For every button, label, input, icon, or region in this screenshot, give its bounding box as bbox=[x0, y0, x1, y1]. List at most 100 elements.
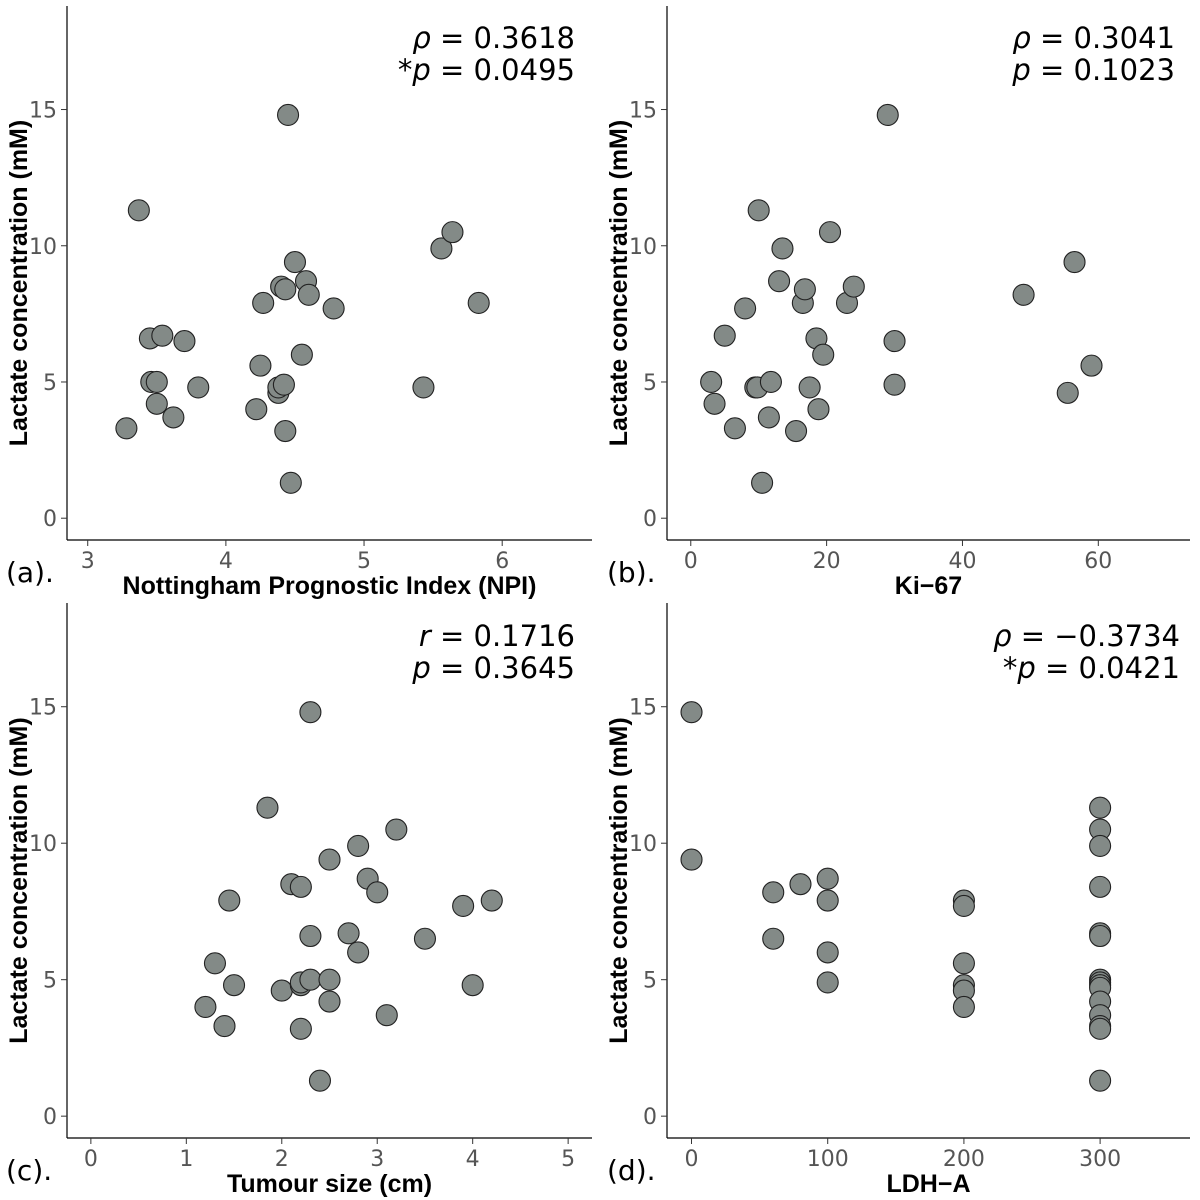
data-point bbox=[318, 848, 341, 871]
data-point bbox=[290, 343, 313, 366]
data-point bbox=[173, 330, 196, 353]
y-tick-label: 0 bbox=[43, 507, 57, 532]
data-point bbox=[385, 818, 408, 841]
x-tick-label: 0 bbox=[84, 1147, 98, 1172]
data-point bbox=[480, 889, 503, 912]
stat-value: = 0.3041 bbox=[1031, 21, 1175, 55]
y-axis-title: Lactate concentration (mM) bbox=[605, 120, 633, 446]
data-point bbox=[816, 941, 839, 964]
y-tick-label: 0 bbox=[643, 507, 657, 532]
data-point bbox=[308, 1069, 332, 1092]
data-point bbox=[842, 275, 865, 298]
data-point bbox=[272, 373, 295, 396]
correlation-stat: ρ = 0.3618 bbox=[412, 21, 575, 55]
data-point bbox=[1012, 283, 1035, 306]
data-point bbox=[412, 376, 435, 399]
y-axis-title: Lactate concentration (mM) bbox=[5, 120, 33, 446]
data-point bbox=[883, 330, 906, 353]
data-point bbox=[127, 199, 150, 222]
data-point bbox=[283, 251, 307, 274]
x-axis-title: Nottingham Prognostic Index (NPI) bbox=[123, 572, 537, 600]
y-tick-label: 5 bbox=[43, 371, 57, 396]
data-point bbox=[798, 376, 821, 399]
correlation-stat: *p = 0.0421 bbox=[1003, 651, 1180, 685]
data-point bbox=[274, 278, 297, 301]
stat-value: = 0.0421 bbox=[1036, 651, 1180, 685]
y-tick-label: 0 bbox=[643, 1105, 657, 1130]
data-point bbox=[318, 990, 341, 1013]
data-point bbox=[467, 291, 490, 315]
data-point bbox=[203, 952, 227, 975]
data-point bbox=[734, 297, 757, 320]
correlation-stat: p = 0.1023 bbox=[1011, 53, 1175, 87]
stat-value: = 0.3645 bbox=[431, 651, 575, 685]
x-tick-label: 5 bbox=[357, 549, 371, 574]
stat-prefix: * bbox=[1003, 651, 1018, 685]
stat-value: = 0.1716 bbox=[431, 619, 575, 653]
data-point bbox=[256, 796, 279, 819]
y-tick-label: 15 bbox=[629, 696, 657, 721]
x-tick-label: 60 bbox=[1084, 549, 1112, 574]
correlation-stat: *p = 0.0495 bbox=[398, 53, 575, 87]
data-point bbox=[680, 701, 703, 724]
y-tick-label: 10 bbox=[629, 832, 657, 857]
data-point bbox=[366, 881, 389, 904]
data-point bbox=[952, 894, 975, 918]
chart-panel-3: 0 5 10 15 0 1 2 3 4 5 Tumour size (cm) Lactate conc… bbox=[5, 603, 592, 1198]
stat-value: = 0.0495 bbox=[431, 53, 575, 87]
x-tick-label: 6 bbox=[495, 549, 509, 574]
chart-panel-4: 0 5 10 15 0 100 200 300 LDH−A Lactate concentrati… bbox=[605, 603, 1190, 1198]
x-tick-label: 4 bbox=[219, 549, 233, 574]
stat-value: = −0.3734 bbox=[1011, 619, 1180, 653]
stat-symbol: ρ bbox=[412, 21, 431, 55]
data-point bbox=[145, 392, 168, 415]
data-point bbox=[115, 417, 138, 440]
data-point bbox=[249, 354, 272, 377]
data-point bbox=[789, 873, 812, 896]
stat-symbol: p bbox=[1011, 53, 1030, 87]
stat-symbol: ρ bbox=[993, 619, 1012, 653]
data-point bbox=[279, 471, 302, 494]
data-point bbox=[785, 419, 808, 443]
data-point bbox=[771, 237, 794, 260]
chart-panel-2: 0 5 10 15 0 20 40 60 Ki−67 Lactate concentration … bbox=[605, 6, 1190, 600]
x-axis-title: Tumour size (cm) bbox=[227, 1170, 432, 1198]
panel-label: (a). bbox=[6, 556, 54, 589]
data-point bbox=[441, 221, 464, 244]
y-tick-label: 0 bbox=[43, 1105, 57, 1130]
y-axis-title: Lactate concentration (mM) bbox=[5, 717, 33, 1043]
data-point bbox=[700, 370, 723, 394]
x-tick-label: 300 bbox=[1079, 1147, 1121, 1172]
x-tick-label: 4 bbox=[466, 1147, 480, 1172]
data-point bbox=[347, 941, 370, 964]
stat-symbol: p bbox=[411, 651, 430, 685]
data-point bbox=[1089, 924, 1112, 948]
correlation-stat: ρ = 0.3041 bbox=[1012, 21, 1175, 55]
data-point bbox=[952, 995, 975, 1019]
panel-label: (d). bbox=[607, 1154, 656, 1187]
y-tick-label: 15 bbox=[29, 99, 57, 124]
y-tick-label: 5 bbox=[643, 969, 657, 994]
data-point bbox=[151, 324, 174, 347]
data-point bbox=[452, 894, 475, 918]
data-point bbox=[751, 471, 774, 494]
data-point bbox=[145, 370, 168, 394]
stat-symbol: p bbox=[1016, 651, 1035, 685]
data-point bbox=[1080, 354, 1103, 377]
data-point bbox=[430, 237, 453, 260]
data-point bbox=[1089, 1017, 1112, 1040]
stat-value: = 0.1023 bbox=[1031, 53, 1175, 87]
data-point bbox=[680, 848, 703, 871]
x-tick-label: 0 bbox=[684, 549, 698, 574]
x-tick-label: 100 bbox=[807, 1147, 849, 1172]
data-point bbox=[289, 1017, 312, 1040]
y-tick-label: 10 bbox=[29, 235, 57, 260]
data-point bbox=[1056, 381, 1079, 404]
data-point bbox=[277, 103, 300, 127]
data-point bbox=[270, 979, 293, 1002]
data-point bbox=[375, 1004, 398, 1027]
data-point bbox=[299, 924, 322, 948]
stat-symbol: p bbox=[411, 53, 430, 87]
